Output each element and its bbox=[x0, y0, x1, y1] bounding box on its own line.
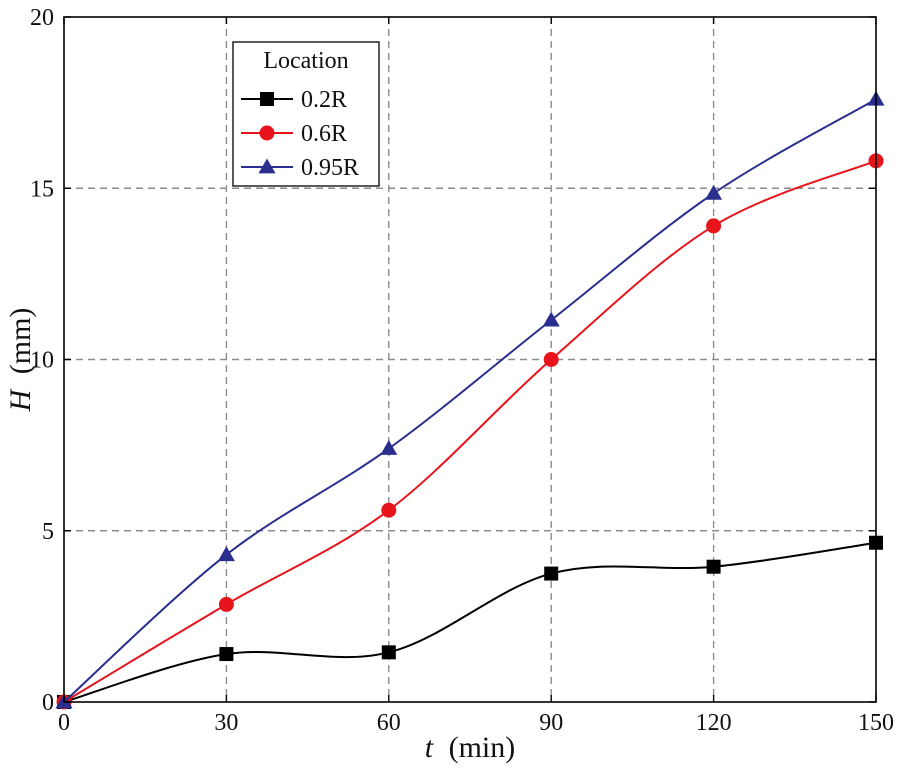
legend-label: 0.2R bbox=[301, 87, 347, 113]
legend-item-0.6R: 0.6R bbox=[241, 121, 347, 147]
data-point-0.6R bbox=[543, 352, 559, 367]
legend-title: Location bbox=[263, 48, 348, 74]
axis-ticks: 0 30 60 90 120 150 0 5 10 15 20 bbox=[30, 5, 894, 736]
data-point-0.95R bbox=[217, 546, 235, 562]
legend-label: 0.95R bbox=[301, 155, 359, 181]
legend-item-0.2R: 0.2R bbox=[241, 87, 347, 113]
series-group bbox=[55, 90, 885, 710]
x-axis-title: t (min) bbox=[425, 731, 516, 764]
y-tick-label: 5 bbox=[42, 519, 54, 545]
x-tick-label: 120 bbox=[696, 710, 732, 736]
legend-item-0.95R: 0.95R bbox=[241, 155, 359, 181]
series-0.2R bbox=[57, 535, 883, 709]
legend: Location 0.2R 0.6R 0.95R bbox=[232, 41, 380, 187]
data-point-0.2R bbox=[381, 645, 396, 660]
legend-label: 0.6R bbox=[301, 121, 347, 147]
x-tick-label: 90 bbox=[539, 710, 563, 736]
y-tick-label: 10 bbox=[30, 348, 54, 374]
x-axis-unit: (min) bbox=[449, 731, 516, 764]
y-axis-unit: (mm) bbox=[4, 308, 37, 375]
legend-swatch-marker bbox=[260, 92, 274, 106]
data-point-0.95R bbox=[542, 311, 560, 327]
y-tick-label: 15 bbox=[30, 176, 54, 202]
data-point-0.6R bbox=[218, 596, 234, 612]
series-line-0.95R bbox=[63, 98, 877, 703]
x-axis-variable: t bbox=[425, 731, 434, 764]
grid bbox=[64, 17, 876, 702]
series-line-0.2R bbox=[63, 541, 877, 703]
legend-swatch-marker bbox=[259, 125, 275, 141]
data-point-0.95R bbox=[380, 440, 398, 455]
data-point-0.6R bbox=[381, 502, 397, 518]
y-tick-label: 20 bbox=[30, 5, 54, 31]
data-point-0.2R bbox=[544, 566, 559, 581]
series-0.95R bbox=[55, 90, 885, 709]
data-point-0.2R bbox=[706, 559, 721, 574]
data-point-0.6R bbox=[706, 218, 722, 234]
x-tick-label: 30 bbox=[214, 710, 238, 736]
y-axis-variable: H bbox=[4, 387, 37, 412]
x-tick-label: 0 bbox=[58, 710, 70, 736]
legend-entries: 0.2R 0.6R 0.95R bbox=[241, 87, 359, 181]
legend-swatch-marker bbox=[258, 158, 276, 174]
x-tick-label: 150 bbox=[858, 710, 894, 736]
x-tick-label: 60 bbox=[377, 710, 401, 736]
legend-box bbox=[232, 41, 380, 187]
data-point-0.95R bbox=[705, 184, 723, 200]
y-tick-label: 0 bbox=[42, 690, 54, 716]
y-axis-title: H (mm) bbox=[4, 308, 37, 413]
series-line-0.6R bbox=[63, 159, 877, 703]
series-0.6R bbox=[56, 153, 884, 710]
data-point-0.2R bbox=[219, 647, 234, 662]
